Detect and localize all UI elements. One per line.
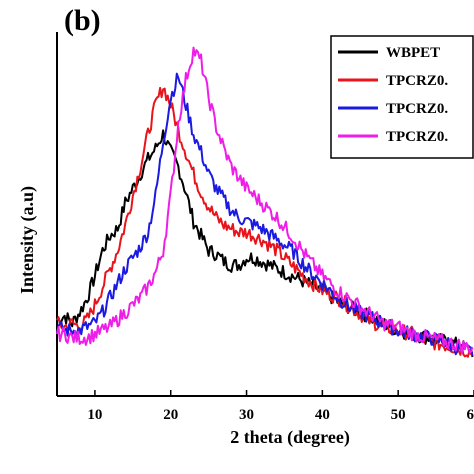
y-axis-title: Intensity (a.u) [17,186,38,294]
legend-label: TPCRZ0. [386,73,448,89]
legend-label: TPCRZ0. [386,129,448,145]
x-tick-label: 40 [315,407,330,423]
legend-box [330,35,474,159]
x-tick-label: 50 [391,407,406,423]
series-group [56,46,474,358]
x-tick-label: 60 [467,407,474,423]
legend-label: WBPET [386,45,440,61]
x-tick-label: 20 [163,407,178,423]
panel-label: (b) [64,4,101,37]
x-tick-label: 30 [239,407,254,423]
x-axis-title: 2 theta (degree) [230,427,350,448]
legend-label: TPCRZ0. [386,101,448,117]
series-line [56,72,474,357]
x-ticks: 10 20 30 40 50 60 [87,390,474,423]
legend: WBPET TPCRZ0. TPCRZ0. TPCRZ0. [330,35,474,159]
x-tick-label: 10 [87,407,102,423]
series-line [56,46,474,354]
